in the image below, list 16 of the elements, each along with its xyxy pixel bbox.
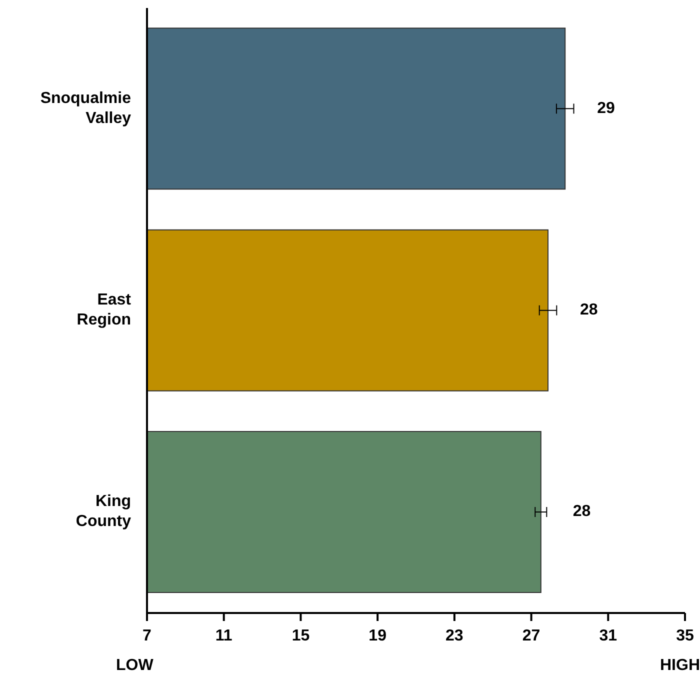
x-tick-label: 35: [676, 627, 694, 644]
y-tick-label: East Region: [76, 292, 132, 329]
x-tick-label: 19: [368, 627, 387, 644]
x-tick-label: 15: [292, 627, 310, 644]
x-tick-label: 11: [215, 627, 232, 644]
x-tick-label: 31: [599, 627, 618, 644]
text: HIGH: [660, 657, 700, 675]
y-tick-label: Snoqualmie Valley: [40, 90, 132, 128]
data-label: 28: [572, 503, 591, 520]
y-tick-label: King County: [76, 493, 132, 530]
x-tick-label: 7: [142, 627, 152, 644]
x-tick-label: 27: [522, 627, 540, 644]
data-label: 28: [580, 302, 598, 319]
data-label: 29: [597, 100, 615, 117]
x-tick-label: 23: [446, 627, 464, 644]
text: LOW: [116, 657, 154, 675]
